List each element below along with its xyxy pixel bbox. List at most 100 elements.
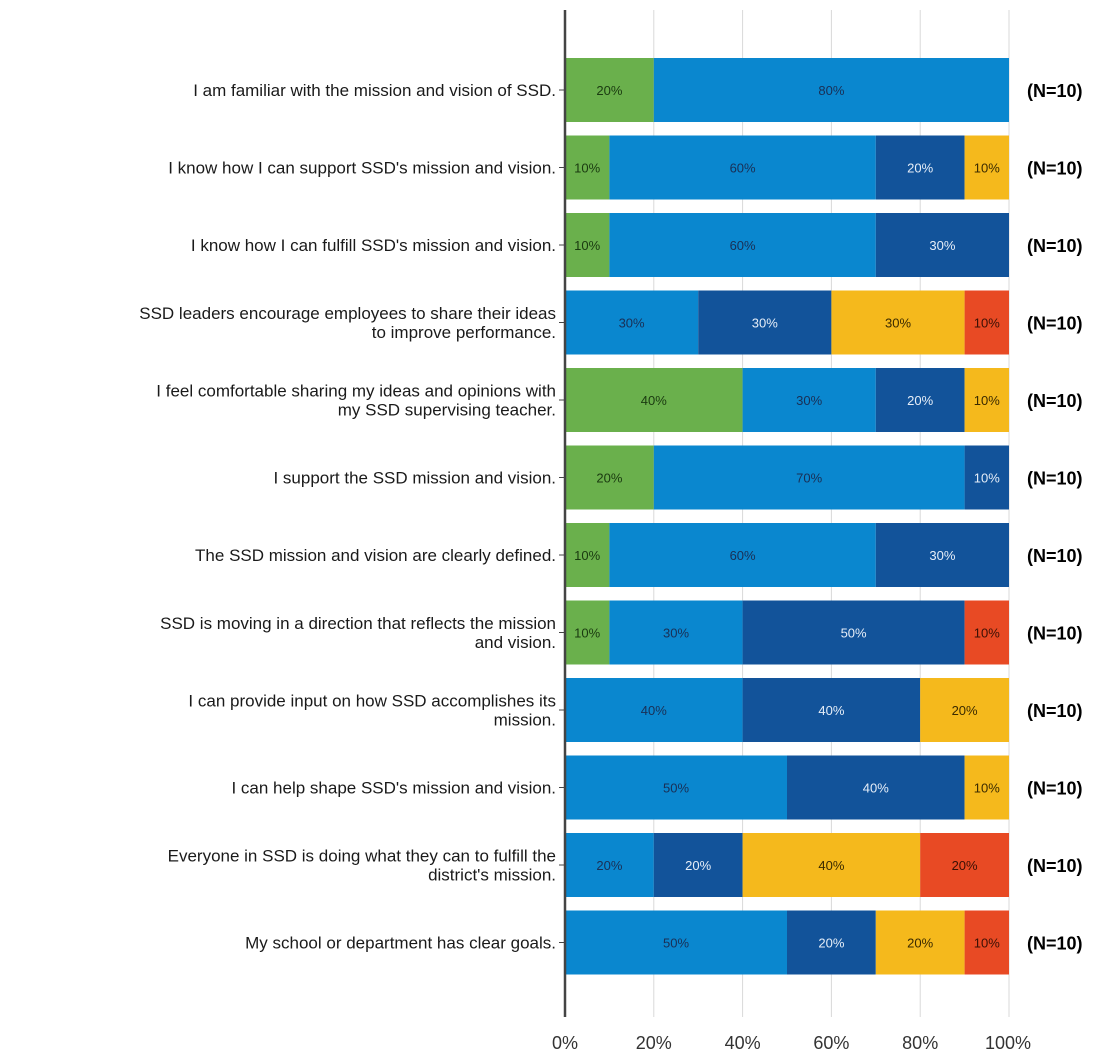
- category-label: SSD is moving in a direction that reflec…: [160, 614, 556, 633]
- segment-value-label: 20%: [907, 936, 933, 951]
- segment-value-label: 10%: [974, 626, 1000, 641]
- segment-value-label: 40%: [818, 858, 844, 873]
- category-label: my SSD supervising teacher.: [338, 401, 556, 420]
- category-label: Everyone in SSD is doing what they can t…: [168, 847, 556, 866]
- bar-segment: [565, 290, 699, 355]
- segment-value-label: 30%: [619, 316, 645, 331]
- segment-value-label: 40%: [863, 781, 889, 796]
- segment-value-label: 10%: [574, 626, 600, 641]
- bar-segment: [964, 600, 1009, 665]
- bar-segment: [875, 523, 1009, 587]
- bar-segment: [920, 833, 1009, 897]
- bar-segment: [964, 910, 1009, 975]
- segment-value-label: 10%: [974, 471, 1000, 486]
- n-label: (N=10): [1027, 701, 1083, 721]
- bar-segment: [787, 755, 965, 820]
- n-label: (N=10): [1027, 779, 1083, 799]
- n-label: (N=10): [1027, 856, 1083, 876]
- bar-segment: [565, 523, 610, 587]
- segment-value-label: 20%: [685, 858, 711, 873]
- bar-segment: [565, 58, 654, 122]
- bar-segment: [875, 135, 965, 200]
- bar-segment: [920, 678, 1009, 742]
- segment-value-label: 10%: [574, 161, 600, 176]
- segment-value-label: 60%: [730, 161, 756, 176]
- bar-segment: [787, 910, 876, 975]
- n-label: (N=10): [1027, 469, 1083, 489]
- bar-segment: [742, 368, 876, 432]
- segment-value-label: 30%: [929, 238, 955, 253]
- segment-value-label: 20%: [952, 858, 978, 873]
- bar-segment: [653, 445, 965, 510]
- segment-value-label: 40%: [818, 703, 844, 718]
- n-label: (N=10): [1027, 159, 1083, 179]
- segment-value-label: 20%: [596, 83, 622, 98]
- category-label: to improve performance.: [372, 323, 556, 342]
- segment-value-label: 60%: [730, 548, 756, 563]
- segment-value-label: 20%: [907, 393, 933, 408]
- bar-segment: [653, 833, 743, 897]
- segment-value-label: 10%: [974, 781, 1000, 796]
- segment-value-label: 60%: [730, 238, 756, 253]
- n-label: (N=10): [1027, 934, 1083, 954]
- segment-value-label: 30%: [752, 316, 778, 331]
- bar-segment: [565, 368, 743, 432]
- bar-segment: [742, 678, 921, 742]
- category-label: district's mission.: [428, 866, 556, 885]
- bar-segment: [565, 833, 654, 897]
- bar-segment: [875, 213, 1009, 277]
- category-label: The SSD mission and vision are clearly d…: [195, 546, 556, 565]
- category-label: I can provide input on how SSD accomplis…: [188, 692, 556, 711]
- bar-segment: [964, 135, 1009, 200]
- segment-value-label: 10%: [974, 393, 1000, 408]
- x-tick-label: 60%: [813, 1033, 849, 1053]
- segment-value-label: 10%: [974, 316, 1000, 331]
- bar-segment: [609, 213, 876, 277]
- segment-value-label: 20%: [596, 471, 622, 486]
- segment-value-label: 20%: [596, 858, 622, 873]
- segment-value-label: 40%: [641, 393, 667, 408]
- segment-value-label: 10%: [574, 548, 600, 563]
- bar-segment: [565, 755, 787, 820]
- n-label: (N=10): [1027, 391, 1083, 411]
- bar-segment: [964, 445, 1009, 510]
- category-label: I can help shape SSD's mission and visio…: [231, 779, 556, 798]
- category-label: mission.: [494, 711, 556, 730]
- n-label: (N=10): [1027, 314, 1083, 334]
- x-tick-label: 20%: [636, 1033, 672, 1053]
- segment-value-label: 10%: [974, 161, 1000, 176]
- bar-segment: [875, 368, 965, 432]
- bar-segment: [964, 290, 1009, 355]
- bar-segment: [698, 290, 832, 355]
- category-label: I know how I can support SSD's mission a…: [168, 159, 556, 178]
- segment-value-label: 10%: [574, 238, 600, 253]
- category-label: My school or department has clear goals.: [245, 934, 556, 953]
- bar-segment: [565, 213, 610, 277]
- bar-segment: [565, 445, 654, 510]
- category-label: SSD leaders encourage employees to share…: [139, 304, 556, 323]
- x-tick-label: 80%: [902, 1033, 938, 1053]
- bar-segment: [653, 58, 1009, 122]
- x-tick-label: 40%: [725, 1033, 761, 1053]
- segment-value-label: 30%: [929, 548, 955, 563]
- bar-segment: [742, 600, 965, 665]
- bar-segment: [565, 678, 743, 742]
- x-tick-label: 100%: [985, 1033, 1031, 1053]
- category-label: I support the SSD mission and vision.: [273, 469, 556, 488]
- segment-value-label: 40%: [641, 703, 667, 718]
- segment-value-label: 20%: [818, 936, 844, 951]
- bar-segment: [609, 600, 743, 665]
- segment-value-label: 30%: [885, 316, 911, 331]
- segment-value-label: 10%: [974, 936, 1000, 951]
- category-label: I know how I can fulfill SSD's mission a…: [191, 236, 556, 255]
- n-label: (N=10): [1027, 236, 1083, 256]
- bar-segment: [609, 135, 876, 200]
- n-label: (N=10): [1027, 624, 1083, 644]
- bar-segment: [565, 135, 610, 200]
- category-label: and vision.: [475, 633, 556, 652]
- segment-value-label: 30%: [663, 626, 689, 641]
- bar-segment: [831, 290, 965, 355]
- n-label: (N=10): [1027, 546, 1083, 566]
